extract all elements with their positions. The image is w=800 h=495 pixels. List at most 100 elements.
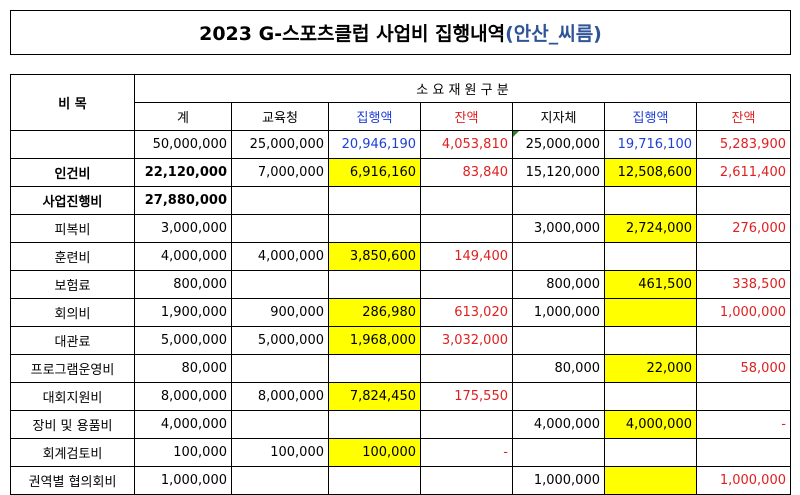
cell-sum[interactable]: 80,000 — [134, 354, 232, 383]
cell-sum[interactable]: 1,000,000 — [134, 466, 232, 495]
cell-edu-balance[interactable] — [420, 410, 513, 439]
row-label[interactable]: 보험료 — [10, 270, 135, 299]
cell-local-executed[interactable] — [604, 326, 697, 355]
cell-edu-office[interactable]: 900,000 — [231, 298, 329, 327]
cell-edu-office[interactable]: 100,000 — [231, 438, 329, 467]
cell-sum[interactable]: 1,900,000 — [134, 298, 232, 327]
row-label[interactable]: 피복비 — [10, 214, 135, 243]
cell-local-executed[interactable]: 461,500 — [604, 270, 697, 299]
cell-local-balance[interactable]: 2,611,400 — [696, 158, 791, 187]
totals-label-cell[interactable] — [10, 130, 135, 159]
cell-local-balance[interactable]: 58,000 — [696, 354, 791, 383]
row-label[interactable]: 인건비 — [10, 158, 135, 187]
cell-edu-executed[interactable]: 6,916,160 — [328, 158, 421, 187]
col-header-local-gov[interactable]: 지자체 — [512, 102, 605, 131]
spacer-cell[interactable] — [10, 54, 791, 75]
cell-edu-balance[interactable]: 613,020 — [420, 298, 513, 327]
total-cell-edu-balance[interactable]: 4,053,810 — [420, 130, 513, 159]
cell-local-executed[interactable] — [604, 298, 697, 327]
cell-local-gov[interactable] — [512, 242, 605, 271]
cell-local-gov[interactable] — [512, 382, 605, 411]
col-header-total[interactable]: 계 — [134, 102, 232, 131]
cell-edu-balance[interactable]: 175,550 — [420, 382, 513, 411]
cell-local-gov[interactable]: 4,000,000 — [512, 410, 605, 439]
cell-edu-executed[interactable]: 7,824,450 — [328, 382, 421, 411]
total-cell-sum[interactable]: 50,000,000 — [134, 130, 232, 159]
cell-sum[interactable]: 27,880,000 — [134, 186, 232, 215]
cell-edu-executed[interactable] — [328, 270, 421, 299]
cell-edu-executed[interactable] — [328, 410, 421, 439]
cell-sum[interactable]: 4,000,000 — [134, 410, 232, 439]
cell-local-gov[interactable]: 3,000,000 — [512, 214, 605, 243]
cell-local-gov[interactable]: 15,120,000 — [512, 158, 605, 187]
cell-sum[interactable]: 800,000 — [134, 270, 232, 299]
cell-local-executed[interactable] — [604, 466, 697, 495]
col-header-local-executed[interactable]: 집행액 — [604, 102, 697, 131]
total-cell-local-executed[interactable]: 19,716,100 — [604, 130, 697, 159]
cell-edu-balance[interactable] — [420, 270, 513, 299]
cell-local-balance[interactable] — [696, 326, 791, 355]
cell-edu-office[interactable]: 5,000,000 — [231, 326, 329, 355]
cell-edu-balance[interactable] — [420, 214, 513, 243]
cell-edu-balance[interactable] — [420, 466, 513, 495]
cell-local-balance[interactable] — [696, 382, 791, 411]
col-header-edu-balance[interactable]: 잔액 — [420, 102, 513, 131]
category-header[interactable]: 비 목 — [10, 74, 135, 131]
cell-sum[interactable]: 4,000,000 — [134, 242, 232, 271]
cell-local-gov[interactable]: 1,000,000 — [512, 466, 605, 495]
cell-edu-office[interactable] — [231, 186, 329, 215]
cell-local-executed[interactable]: 22,000 — [604, 354, 697, 383]
cell-local-balance[interactable]: 1,000,000 — [696, 466, 791, 495]
col-header-local-balance[interactable]: 잔액 — [696, 102, 791, 131]
cell-edu-office[interactable]: 7,000,000 — [231, 158, 329, 187]
cell-local-gov[interactable]: 1,000,000 — [512, 298, 605, 327]
cell-local-balance[interactable]: 1,000,000 — [696, 298, 791, 327]
cell-edu-executed[interactable]: 3,850,600 — [328, 242, 421, 271]
cell-local-balance[interactable] — [696, 186, 791, 215]
cell-edu-office[interactable] — [231, 466, 329, 495]
col-header-edu-executed[interactable]: 집행액 — [328, 102, 421, 131]
total-cell-local-balance[interactable]: 5,283,900 — [696, 130, 791, 159]
row-label[interactable]: 회계검토비 — [10, 438, 135, 467]
cell-sum[interactable]: 3,000,000 — [134, 214, 232, 243]
cell-edu-balance[interactable]: 83,840 — [420, 158, 513, 187]
cell-sum[interactable]: 8,000,000 — [134, 382, 232, 411]
cell-edu-balance[interactable]: 3,032,000 — [420, 326, 513, 355]
cell-edu-office[interactable] — [231, 270, 329, 299]
total-cell-edu-executed[interactable]: 20,946,190 — [328, 130, 421, 159]
funding-group-header[interactable]: 소 요 재 원 구 분 — [134, 74, 791, 103]
cell-edu-office[interactable]: 4,000,000 — [231, 242, 329, 271]
cell-local-executed[interactable] — [604, 186, 697, 215]
cell-local-executed[interactable] — [604, 382, 697, 411]
cell-edu-office[interactable]: 8,000,000 — [231, 382, 329, 411]
cell-edu-executed[interactable] — [328, 466, 421, 495]
row-label[interactable]: 장비 및 용품비 — [10, 410, 135, 439]
cell-local-gov[interactable]: 80,000 — [512, 354, 605, 383]
cell-edu-executed[interactable]: 1,968,000 — [328, 326, 421, 355]
row-label[interactable]: 사업진행비 — [10, 186, 135, 215]
cell-edu-executed[interactable] — [328, 214, 421, 243]
cell-edu-office[interactable] — [231, 354, 329, 383]
cell-sum[interactable]: 100,000 — [134, 438, 232, 467]
cell-local-balance[interactable]: 338,500 — [696, 270, 791, 299]
cell-local-executed[interactable]: 4,000,000 — [604, 410, 697, 439]
cell-local-balance[interactable]: 276,000 — [696, 214, 791, 243]
cell-local-balance[interactable] — [696, 242, 791, 271]
row-label[interactable]: 대관료 — [10, 326, 135, 355]
cell-local-gov[interactable]: 800,000 — [512, 270, 605, 299]
cell-edu-executed[interactable]: 286,980 — [328, 298, 421, 327]
cell-edu-balance[interactable] — [420, 186, 513, 215]
total-cell-local-gov[interactable]: 25,000,000 — [512, 130, 605, 159]
cell-sum[interactable]: 5,000,000 — [134, 326, 232, 355]
cell-edu-balance[interactable] — [420, 354, 513, 383]
cell-local-balance[interactable] — [696, 438, 791, 467]
col-header-edu-office[interactable]: 교육청 — [231, 102, 329, 131]
title-cell[interactable]: 2023 G-스포츠클럽 사업비 집행내역(안산_씨름) — [10, 10, 791, 55]
cell-local-gov[interactable] — [512, 438, 605, 467]
row-label[interactable]: 대회지원비 — [10, 382, 135, 411]
cell-local-executed[interactable]: 2,724,000 — [604, 214, 697, 243]
row-label[interactable]: 회의비 — [10, 298, 135, 327]
row-label[interactable]: 훈련비 — [10, 242, 135, 271]
cell-edu-executed[interactable]: 100,000 — [328, 438, 421, 467]
cell-local-balance[interactable]: - — [696, 410, 791, 439]
